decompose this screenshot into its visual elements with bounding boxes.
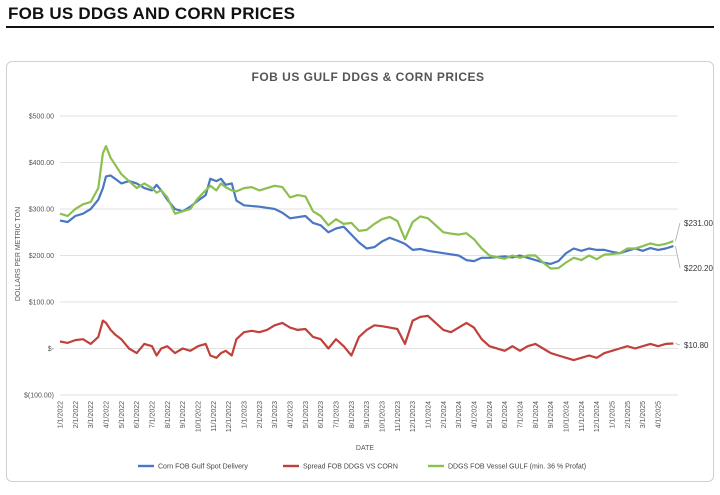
- end-label-leader: [675, 222, 681, 242]
- x-tick-label: 10/1/2024: [564, 401, 571, 432]
- x-axis-title: DATE: [356, 445, 374, 452]
- chart-container: [6, 61, 714, 482]
- y-axis-title: DOLLARS PER METRIC TON: [15, 207, 22, 301]
- legend-label: Spread FOB DDGS VS CORN: [303, 464, 398, 471]
- series-lines: [59, 145, 674, 362]
- x-tick-label: 2/1/2025: [625, 401, 632, 428]
- x-tick-label: 2/1/2024: [441, 401, 448, 428]
- x-tick-label: 11/1/2022: [211, 401, 218, 432]
- y-tick-label: $100.00: [29, 300, 54, 307]
- end-label-leader: [675, 246, 681, 269]
- chart-title: FOB US GULF DDGS & CORN PRICES: [251, 70, 484, 84]
- x-tick-label: 2/1/2023: [257, 401, 264, 428]
- x-tick-label: 9/1/2022: [180, 401, 187, 428]
- x-tick-label: 8/1/2023: [349, 401, 356, 428]
- end-label: $220.20: [684, 264, 713, 273]
- page-title: FOB US DDGS AND CORN PRICES: [8, 4, 296, 23]
- x-tick-label: 10/1/2022: [196, 401, 203, 432]
- x-tick-label: 4/1/2022: [104, 401, 111, 428]
- y-tick-label: $200.00: [29, 253, 54, 260]
- series-line-spread: [59, 314, 674, 362]
- series-line-ddgs: [59, 145, 674, 270]
- end-label: $10.80: [684, 341, 709, 350]
- end-label: $231.00: [684, 219, 713, 228]
- x-tick-label: 5/1/2024: [487, 401, 494, 428]
- x-tick-label: 12/1/2023: [410, 401, 417, 432]
- x-tick-label: 6/1/2022: [134, 401, 141, 428]
- legend-label: Corn FOB Gulf Spot Delivery: [158, 464, 248, 471]
- x-axis-ticks: 1/1/2022 2/1/2022 3/1/2022 4/1/2022 5/1/2022…: [58, 401, 663, 432]
- x-tick-label: 8/1/2022: [165, 401, 172, 428]
- x-tick-label: 3/1/2023: [272, 401, 279, 428]
- y-tick-label: $(100.00): [24, 393, 54, 400]
- x-tick-label: 10/1/2023: [380, 401, 387, 432]
- y-tick-label: $-: [48, 346, 55, 353]
- x-tick-label: 1/1/2023: [242, 401, 249, 428]
- x-tick-label: 11/1/2024: [579, 401, 586, 432]
- x-tick-label: 9/1/2024: [548, 401, 555, 428]
- x-tick-label: 3/1/2024: [456, 401, 463, 428]
- y-axis-ticks: $(100.00) $- $100.00 $200.00 $300.00 $400.00 $…: [24, 114, 55, 400]
- x-tick-label: 8/1/2024: [533, 401, 540, 428]
- x-tick-label: 5/1/2023: [303, 401, 310, 428]
- gridlines: [60, 115, 678, 396]
- legend: Corn FOB Gulf Spot Delivery Spread FOB DD…: [138, 464, 586, 471]
- x-tick-label: 7/1/2024: [518, 401, 525, 428]
- series-line-corn: [59, 174, 674, 265]
- x-tick-label: 4/1/2024: [472, 401, 479, 428]
- x-tick-label: 9/1/2023: [364, 401, 371, 428]
- x-tick-label: 2/1/2022: [73, 401, 80, 428]
- x-tick-label: 12/1/2024: [594, 401, 601, 432]
- end-label-leader: [675, 343, 681, 346]
- x-tick-label: 1/1/2022: [58, 401, 65, 428]
- legend-label: DDGS FOB Vessel GULF (min. 36 % Profat): [448, 464, 586, 471]
- y-tick-label: $500.00: [29, 114, 54, 121]
- x-tick-label: 3/1/2025: [640, 401, 647, 428]
- end-labels: $231.00 $220.20 $10.80: [675, 219, 713, 350]
- x-tick-label: 5/1/2022: [119, 401, 126, 428]
- x-tick-label: 7/1/2023: [334, 401, 341, 428]
- x-tick-label: 7/1/2022: [150, 401, 157, 428]
- y-tick-label: $400.00: [29, 160, 54, 167]
- x-tick-label: 6/1/2023: [318, 401, 325, 428]
- x-tick-label: 3/1/2022: [88, 401, 95, 428]
- x-tick-label: 1/1/2025: [610, 401, 617, 428]
- x-tick-label: 11/1/2023: [395, 401, 402, 432]
- y-tick-label: $300.00: [29, 207, 54, 214]
- title-underline: [6, 26, 714, 28]
- x-tick-label: 6/1/2024: [502, 401, 509, 428]
- x-tick-label: 4/1/2023: [288, 401, 295, 428]
- x-tick-label: 4/1/2025: [656, 401, 663, 428]
- x-tick-label: 1/1/2024: [426, 401, 433, 428]
- x-tick-label: 12/1/2022: [226, 401, 233, 432]
